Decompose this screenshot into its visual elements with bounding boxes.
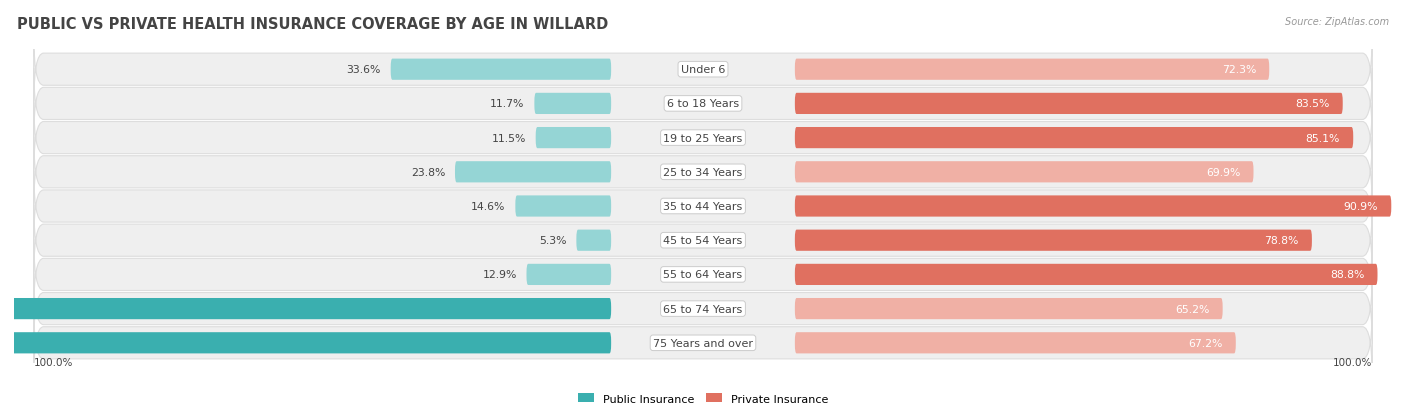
FancyBboxPatch shape <box>34 274 1372 344</box>
FancyBboxPatch shape <box>34 171 1372 242</box>
FancyBboxPatch shape <box>794 128 1353 149</box>
FancyBboxPatch shape <box>576 230 612 251</box>
Text: 35 to 44 Years: 35 to 44 Years <box>664 202 742 211</box>
FancyBboxPatch shape <box>456 162 612 183</box>
Text: 72.3%: 72.3% <box>1222 65 1256 75</box>
FancyBboxPatch shape <box>516 196 612 217</box>
FancyBboxPatch shape <box>34 35 1372 105</box>
Text: 67.2%: 67.2% <box>1188 338 1223 348</box>
Text: 85.1%: 85.1% <box>1306 133 1340 143</box>
Legend: Public Insurance, Private Insurance: Public Insurance, Private Insurance <box>574 389 832 408</box>
Text: 23.8%: 23.8% <box>411 167 446 177</box>
FancyBboxPatch shape <box>534 94 612 115</box>
Text: 88.8%: 88.8% <box>1330 270 1364 280</box>
Text: 33.6%: 33.6% <box>346 65 381 75</box>
FancyBboxPatch shape <box>794 332 1236 354</box>
FancyBboxPatch shape <box>34 240 1372 310</box>
FancyBboxPatch shape <box>34 69 1372 139</box>
FancyBboxPatch shape <box>0 332 612 354</box>
Text: 100.0%: 100.0% <box>0 338 10 348</box>
FancyBboxPatch shape <box>794 94 1343 115</box>
Text: 75 Years and over: 75 Years and over <box>652 338 754 348</box>
FancyBboxPatch shape <box>0 298 612 319</box>
Text: 78.8%: 78.8% <box>1264 236 1299 246</box>
FancyBboxPatch shape <box>794 196 1392 217</box>
Text: 25 to 34 Years: 25 to 34 Years <box>664 167 742 177</box>
FancyBboxPatch shape <box>794 264 1378 285</box>
FancyBboxPatch shape <box>34 308 1372 378</box>
Text: 83.5%: 83.5% <box>1295 99 1330 109</box>
Text: 69.9%: 69.9% <box>1206 167 1240 177</box>
Text: 100.0%: 100.0% <box>0 304 10 314</box>
FancyBboxPatch shape <box>526 264 612 285</box>
Text: Under 6: Under 6 <box>681 65 725 75</box>
FancyBboxPatch shape <box>34 103 1372 173</box>
Text: 65 to 74 Years: 65 to 74 Years <box>664 304 742 314</box>
FancyBboxPatch shape <box>794 230 1312 251</box>
FancyBboxPatch shape <box>536 128 612 149</box>
Text: 11.5%: 11.5% <box>492 133 526 143</box>
Text: 11.7%: 11.7% <box>491 99 524 109</box>
Text: 12.9%: 12.9% <box>482 270 516 280</box>
Text: 55 to 64 Years: 55 to 64 Years <box>664 270 742 280</box>
Text: Source: ZipAtlas.com: Source: ZipAtlas.com <box>1285 17 1389 26</box>
Text: 65.2%: 65.2% <box>1175 304 1209 314</box>
Text: 14.6%: 14.6% <box>471 202 506 211</box>
FancyBboxPatch shape <box>794 162 1254 183</box>
FancyBboxPatch shape <box>34 137 1372 207</box>
Text: 100.0%: 100.0% <box>34 357 73 367</box>
FancyBboxPatch shape <box>794 298 1223 319</box>
FancyBboxPatch shape <box>34 206 1372 276</box>
FancyBboxPatch shape <box>391 59 612 81</box>
Text: 90.9%: 90.9% <box>1344 202 1378 211</box>
FancyBboxPatch shape <box>794 59 1270 81</box>
Text: 45 to 54 Years: 45 to 54 Years <box>664 236 742 246</box>
Text: 100.0%: 100.0% <box>1333 357 1372 367</box>
Text: 6 to 18 Years: 6 to 18 Years <box>666 99 740 109</box>
Text: 19 to 25 Years: 19 to 25 Years <box>664 133 742 143</box>
Text: 5.3%: 5.3% <box>538 236 567 246</box>
Text: PUBLIC VS PRIVATE HEALTH INSURANCE COVERAGE BY AGE IN WILLARD: PUBLIC VS PRIVATE HEALTH INSURANCE COVER… <box>17 17 609 31</box>
